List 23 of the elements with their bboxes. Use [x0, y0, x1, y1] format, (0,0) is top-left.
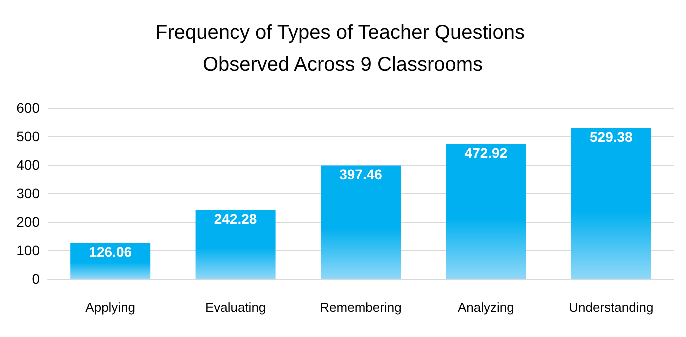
- data-label: 529.38: [590, 129, 634, 146]
- data-label: 472.92: [464, 145, 508, 162]
- bar: [196, 210, 276, 279]
- data-label: 397.46: [340, 166, 383, 183]
- y-tick-label: 300: [16, 186, 40, 202]
- x-tick-label: Remembering: [320, 300, 402, 315]
- bar: [571, 128, 652, 279]
- y-tick-label: 500: [16, 128, 40, 144]
- data-label: 242.28: [214, 210, 258, 227]
- y-tick-label: 0: [32, 271, 40, 287]
- y-tick-label: 600: [16, 100, 40, 116]
- y-tick-label: 200: [16, 214, 40, 230]
- bar: [321, 166, 401, 279]
- bar: [70, 243, 151, 279]
- x-tick-label: Analyzing: [458, 300, 514, 315]
- y-tick-label: 100: [16, 242, 40, 258]
- x-tick-label: Applying: [86, 300, 136, 315]
- data-label: 126.06: [89, 244, 132, 260]
- x-tick-label: Understanding: [569, 300, 654, 315]
- y-tick-label: 400: [16, 157, 40, 173]
- bar: [446, 144, 526, 279]
- x-tick-label: Evaluating: [205, 300, 266, 315]
- chart-title: Frequency of Types of Teacher Questions Observed Across 9 Classrooms: [155, 22, 531, 76]
